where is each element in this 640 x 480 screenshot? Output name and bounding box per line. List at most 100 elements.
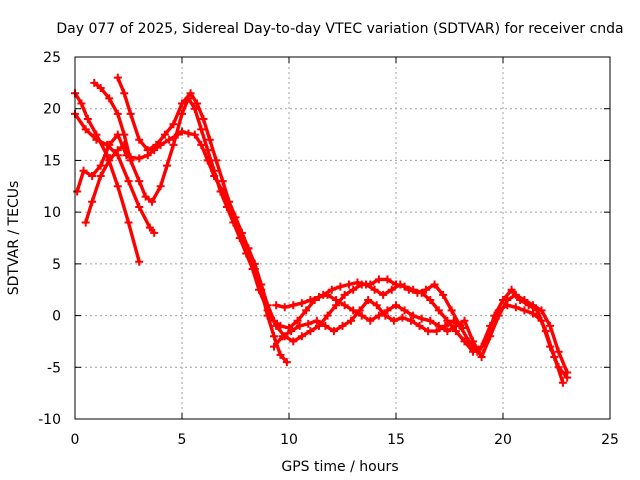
y-tick-label: 15 bbox=[43, 153, 61, 169]
data-point-marker bbox=[270, 332, 279, 341]
data-point-marker bbox=[383, 275, 392, 284]
data-point-marker bbox=[494, 311, 503, 320]
data-point-marker bbox=[141, 192, 150, 201]
x-tick-label: 15 bbox=[387, 432, 405, 448]
series-layer bbox=[71, 73, 572, 387]
data-point-marker bbox=[212, 156, 221, 165]
x-tick-label: 10 bbox=[280, 432, 298, 448]
data-point-marker bbox=[443, 327, 452, 336]
data-point-marker bbox=[113, 182, 122, 191]
data-point-marker bbox=[197, 140, 206, 149]
data-point-marker bbox=[289, 301, 298, 310]
data-point-marker bbox=[113, 146, 122, 155]
data-point-marker bbox=[302, 306, 311, 315]
data-point-marker bbox=[349, 285, 358, 294]
data-point-marker bbox=[417, 314, 426, 323]
data-point-marker bbox=[520, 296, 529, 305]
data-point-marker bbox=[190, 130, 199, 139]
data-point-marker bbox=[225, 197, 234, 206]
data-point-marker bbox=[357, 311, 366, 320]
data-point-marker bbox=[379, 290, 388, 299]
data-point-marker bbox=[150, 228, 159, 237]
data-point-marker bbox=[135, 135, 144, 144]
data-point-marker bbox=[347, 316, 356, 325]
data-point-marker bbox=[184, 129, 193, 138]
y-tick-label: 0 bbox=[52, 309, 61, 325]
data-point-marker bbox=[528, 309, 537, 318]
data-point-marker bbox=[374, 275, 383, 284]
x-axis-label: GPS time / hours bbox=[281, 459, 398, 475]
data-point-marker bbox=[511, 303, 520, 312]
y-tick-label: -5 bbox=[47, 360, 61, 376]
series-markers-track-6 bbox=[113, 73, 567, 387]
data-point-marker bbox=[355, 306, 364, 315]
data-point-marker bbox=[81, 218, 90, 227]
data-point-marker bbox=[272, 301, 281, 310]
y-tick-label: 20 bbox=[43, 102, 61, 118]
data-point-marker bbox=[105, 156, 114, 165]
data-point-marker bbox=[383, 306, 392, 315]
data-point-marker bbox=[312, 316, 321, 325]
data-point-marker bbox=[329, 327, 338, 336]
chart-title: Day 077 of 2025, Sidereal Day-to-day VTE… bbox=[56, 21, 623, 37]
data-point-marker bbox=[244, 244, 253, 253]
data-point-marker bbox=[148, 197, 157, 206]
data-point-marker bbox=[503, 296, 512, 305]
data-point-marker bbox=[113, 73, 122, 82]
data-point-marker bbox=[381, 311, 390, 320]
data-point-marker bbox=[152, 140, 161, 149]
series-markers-track-1 bbox=[71, 89, 144, 266]
data-point-marker bbox=[563, 368, 572, 377]
data-point-marker bbox=[237, 228, 246, 237]
data-point-marker bbox=[406, 316, 415, 325]
series-line-track-1 bbox=[73, 91, 141, 264]
data-point-marker bbox=[90, 78, 99, 87]
data-point-marker bbox=[520, 306, 529, 315]
data-point-marker bbox=[486, 332, 495, 341]
data-point-marker bbox=[178, 127, 186, 136]
data-point-marker bbox=[73, 187, 82, 196]
data-point-marker bbox=[83, 115, 92, 124]
data-point-marker bbox=[392, 301, 400, 310]
data-point-marker bbox=[169, 120, 178, 129]
data-point-marker bbox=[126, 156, 135, 165]
data-point-marker bbox=[120, 89, 129, 98]
data-point-marker bbox=[186, 89, 195, 98]
data-point-marker bbox=[415, 321, 424, 330]
data-point-marker bbox=[469, 337, 478, 346]
data-point-marker bbox=[458, 323, 467, 332]
data-point-marker bbox=[389, 316, 398, 325]
data-point-marker bbox=[192, 99, 201, 108]
data-point-marker bbox=[81, 125, 90, 134]
data-point-marker bbox=[79, 166, 88, 175]
data-point-marker bbox=[447, 306, 456, 315]
data-point-marker bbox=[541, 327, 550, 336]
data-point-marker bbox=[332, 296, 341, 305]
data-point-marker bbox=[370, 285, 379, 294]
data-point-marker bbox=[280, 303, 289, 312]
data-point-marker bbox=[105, 140, 114, 149]
data-point-marker bbox=[507, 285, 516, 294]
y-tick-label: 10 bbox=[43, 205, 61, 221]
data-point-marker bbox=[396, 280, 405, 289]
data-point-marker bbox=[218, 177, 227, 186]
data-point-marker bbox=[96, 161, 105, 170]
data-point-marker bbox=[424, 327, 433, 336]
data-point-marker bbox=[364, 296, 373, 305]
data-point-marker bbox=[156, 182, 165, 191]
data-point-marker bbox=[554, 347, 563, 356]
data-point-marker bbox=[126, 109, 135, 118]
data-point-marker bbox=[372, 301, 381, 310]
data-point-marker bbox=[430, 280, 439, 289]
data-point-marker bbox=[105, 94, 114, 103]
data-point-marker bbox=[197, 125, 206, 134]
data-point-marker bbox=[477, 352, 486, 361]
data-point-marker bbox=[398, 313, 407, 322]
data-point-marker bbox=[96, 171, 105, 180]
data-point-marker bbox=[297, 332, 306, 341]
data-point-marker bbox=[537, 306, 546, 315]
y-tick-label: 5 bbox=[52, 257, 61, 273]
data-point-marker bbox=[135, 257, 144, 266]
data-point-marker bbox=[210, 166, 219, 175]
data-point-marker bbox=[135, 154, 144, 163]
